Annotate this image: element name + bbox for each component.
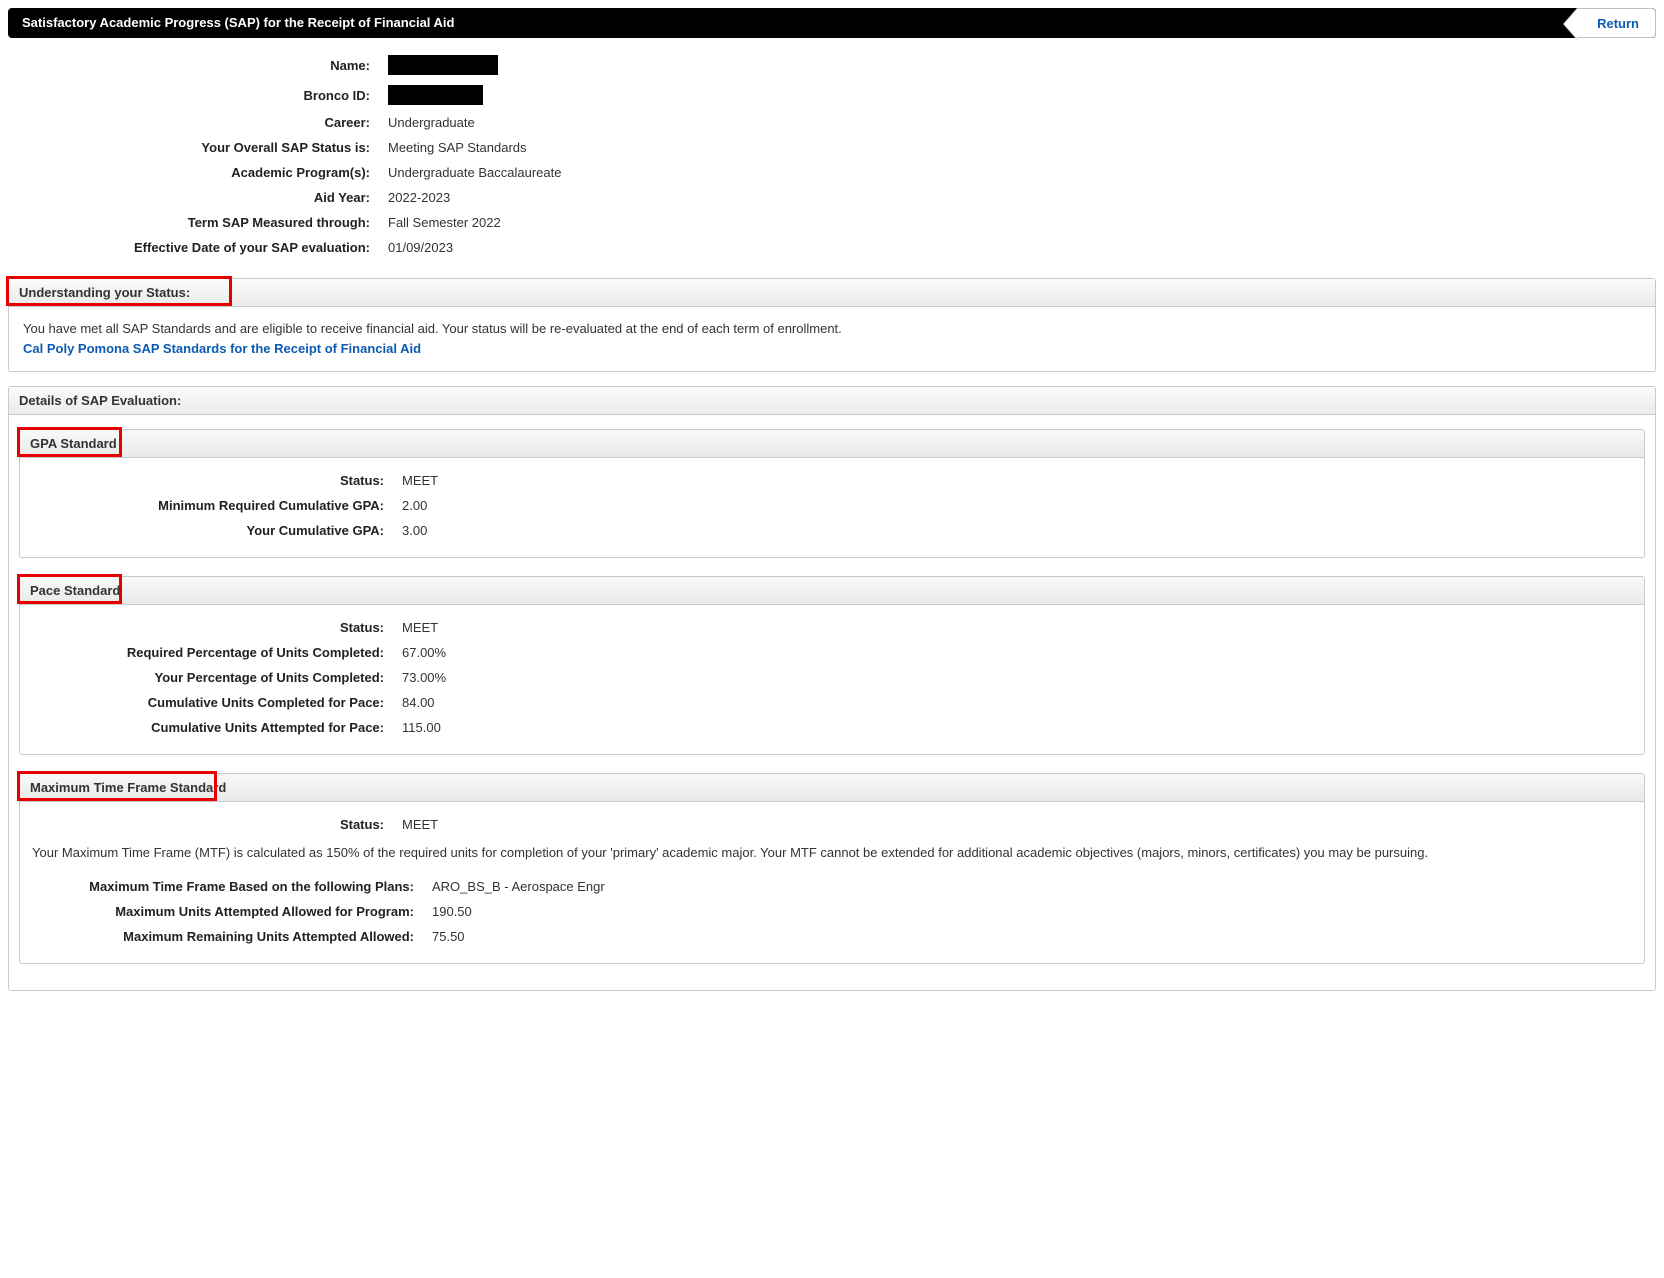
- kv-value: 190.50: [432, 904, 472, 919]
- kv-label: Status:: [32, 473, 402, 488]
- info-value: Fall Semester 2022: [388, 215, 501, 230]
- kv-row: Status: MEET: [32, 615, 1632, 640]
- info-label: Bronco ID:: [8, 88, 388, 103]
- kv-label: Required Percentage of Units Completed:: [32, 645, 402, 660]
- kv-label: Cumulative Units Attempted for Pace:: [32, 720, 402, 735]
- info-row-program: Academic Program(s): Undergraduate Bacca…: [8, 160, 1656, 185]
- details-heading: Details of SAP Evaluation:: [9, 387, 1655, 415]
- mtf-standard-panel: Maximum Time Frame Standard Status: MEET…: [19, 773, 1645, 964]
- kv-row: Minimum Required Cumulative GPA: 2.00: [32, 493, 1632, 518]
- kv-value: ARO_BS_B - Aerospace Engr: [432, 879, 605, 894]
- details-panel: Details of SAP Evaluation: GPA Standard …: [8, 386, 1656, 991]
- info-label: Aid Year:: [8, 190, 388, 205]
- kv-value: 67.00%: [402, 645, 446, 660]
- info-value: 01/09/2023: [388, 240, 453, 255]
- kv-value: 115.00: [402, 720, 441, 735]
- kv-label: Your Cumulative GPA:: [32, 523, 402, 538]
- return-button-wrap[interactable]: Return: [1577, 8, 1656, 38]
- sap-standards-link[interactable]: Cal Poly Pomona SAP Standards for the Re…: [23, 341, 421, 356]
- info-row-bronco-id: Bronco ID:: [8, 80, 1656, 110]
- redacted-name: [388, 55, 498, 75]
- kv-value: MEET: [402, 620, 438, 635]
- kv-row: Required Percentage of Units Completed: …: [32, 640, 1632, 665]
- kv-value: 84.00: [402, 695, 435, 710]
- info-value: 2022-2023: [388, 190, 450, 205]
- info-value: Undergraduate Baccalaureate: [388, 165, 561, 180]
- pace-standard-heading: Pace Standard: [30, 583, 120, 598]
- info-label: Name:: [8, 58, 388, 73]
- kv-value: 75.50: [432, 929, 465, 944]
- info-row-career: Career: Undergraduate: [8, 110, 1656, 135]
- redacted-id: [388, 85, 483, 105]
- kv-label: Maximum Time Frame Based on the followin…: [32, 879, 432, 894]
- kv-label: Maximum Units Attempted Allowed for Prog…: [32, 904, 432, 919]
- info-label: Your Overall SAP Status is:: [8, 140, 388, 155]
- info-label: Term SAP Measured through:: [8, 215, 388, 230]
- kv-row: Your Cumulative GPA: 3.00: [32, 518, 1632, 543]
- understanding-status-header: Understanding your Status:: [9, 279, 1655, 307]
- kv-label: Status:: [32, 620, 402, 635]
- gpa-standard-panel: GPA Standard Status: MEET Minimum Requir…: [19, 429, 1645, 558]
- info-row-aid-year: Aid Year: 2022-2023: [8, 185, 1656, 210]
- kv-value: 2.00: [402, 498, 427, 513]
- kv-row: Status: MEET: [32, 468, 1632, 493]
- info-label: Career:: [8, 115, 388, 130]
- mtf-standard-header: Maximum Time Frame Standard: [20, 774, 1644, 802]
- understanding-status-body: You have met all SAP Standards and are e…: [9, 307, 1655, 371]
- page-header: Satisfactory Academic Progress (SAP) for…: [8, 8, 1656, 38]
- kv-value: MEET: [402, 473, 438, 488]
- kv-label: Cumulative Units Completed for Pace:: [32, 695, 402, 710]
- kv-row: Maximum Units Attempted Allowed for Prog…: [32, 899, 1632, 924]
- info-label: Academic Program(s):: [8, 165, 388, 180]
- info-row-name: Name:: [8, 50, 1656, 80]
- pace-standard-body: Status: MEET Required Percentage of Unit…: [20, 605, 1644, 754]
- gpa-standard-header: GPA Standard: [20, 430, 1644, 458]
- mtf-standard-heading: Maximum Time Frame Standard: [30, 780, 226, 795]
- info-row-term: Term SAP Measured through: Fall Semester…: [8, 210, 1656, 235]
- kv-row: Your Percentage of Units Completed: 73.0…: [32, 665, 1632, 690]
- info-value: [388, 85, 483, 105]
- info-value: Undergraduate: [388, 115, 475, 130]
- understanding-status-text: You have met all SAP Standards and are e…: [23, 319, 1641, 339]
- info-value: [388, 55, 498, 75]
- kv-label: Your Percentage of Units Completed:: [32, 670, 402, 685]
- gpa-standard-heading: GPA Standard: [30, 436, 117, 451]
- return-button[interactable]: Return: [1597, 16, 1639, 31]
- kv-label: Minimum Required Cumulative GPA:: [32, 498, 402, 513]
- mtf-description: Your Maximum Time Frame (MTF) is calcula…: [32, 843, 1632, 864]
- kv-value: MEET: [402, 817, 438, 832]
- kv-value: 73.00%: [402, 670, 446, 685]
- gpa-standard-body: Status: MEET Minimum Required Cumulative…: [20, 458, 1644, 557]
- student-info: Name: Bronco ID: Career: Undergraduate Y…: [8, 50, 1656, 260]
- info-value: Meeting SAP Standards: [388, 140, 527, 155]
- page-title: Satisfactory Academic Progress (SAP) for…: [8, 8, 1577, 38]
- kv-row: Maximum Remaining Units Attempted Allowe…: [32, 924, 1632, 949]
- understanding-status-panel: Understanding your Status: You have met …: [8, 278, 1656, 372]
- info-label: Effective Date of your SAP evaluation:: [8, 240, 388, 255]
- pace-standard-panel: Pace Standard Status: MEET Required Perc…: [19, 576, 1645, 755]
- info-row-effective-date: Effective Date of your SAP evaluation: 0…: [8, 235, 1656, 260]
- kv-row: Cumulative Units Completed for Pace: 84.…: [32, 690, 1632, 715]
- kv-value: 3.00: [402, 523, 427, 538]
- info-row-sap-status: Your Overall SAP Status is: Meeting SAP …: [8, 135, 1656, 160]
- kv-row: Status: MEET: [32, 812, 1632, 837]
- kv-row: Cumulative Units Attempted for Pace: 115…: [32, 715, 1632, 740]
- kv-label: Maximum Remaining Units Attempted Allowe…: [32, 929, 432, 944]
- kv-row: Maximum Time Frame Based on the followin…: [32, 874, 1632, 899]
- understanding-status-heading: Understanding your Status:: [19, 285, 190, 300]
- kv-label: Status:: [32, 817, 402, 832]
- mtf-standard-body: Status: MEET Your Maximum Time Frame (MT…: [20, 802, 1644, 963]
- pace-standard-header: Pace Standard: [20, 577, 1644, 605]
